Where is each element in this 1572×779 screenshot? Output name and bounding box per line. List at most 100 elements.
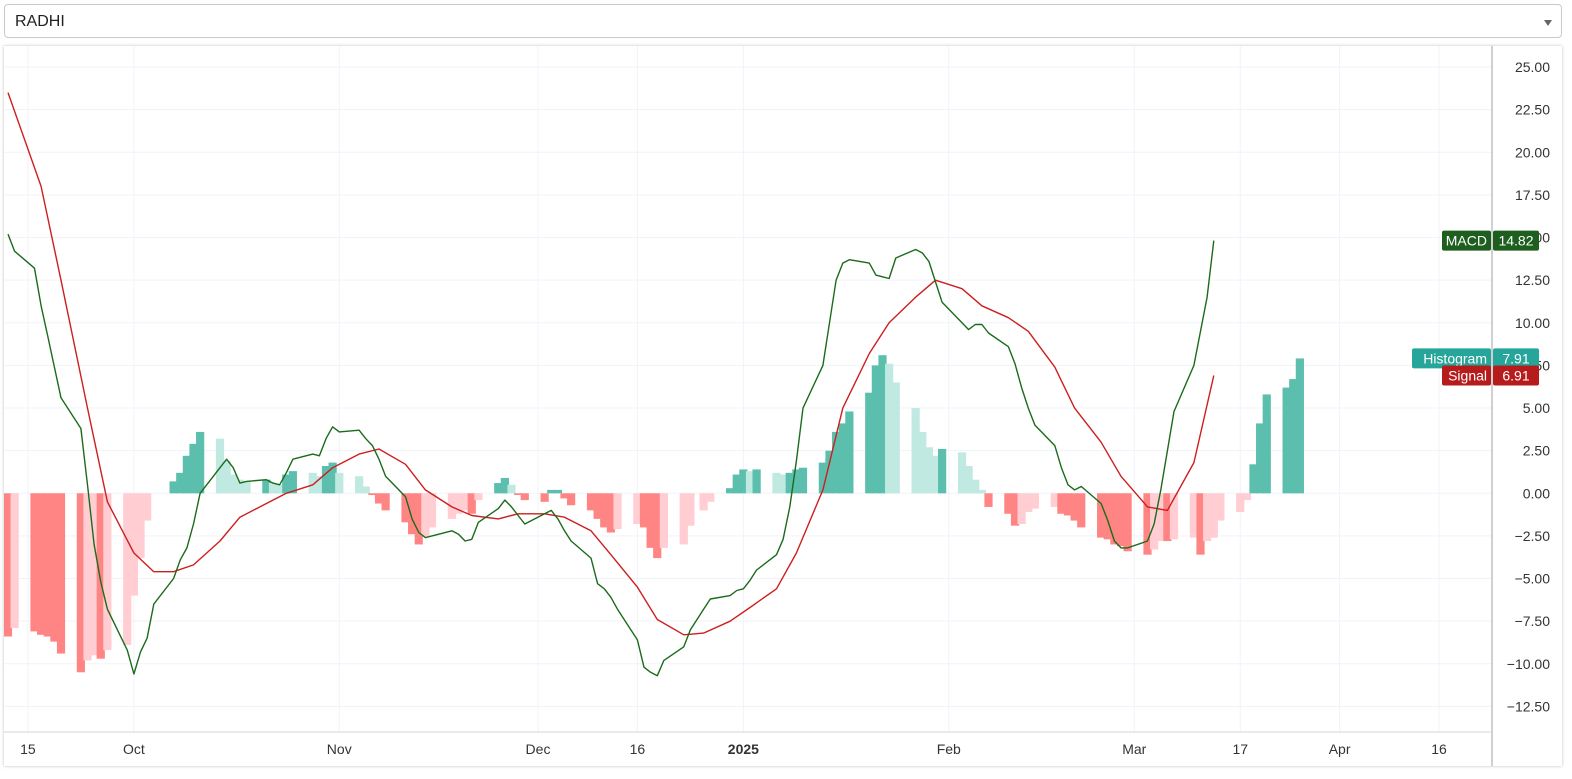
histogram-bar xyxy=(520,493,529,501)
histogram-bar xyxy=(1156,493,1165,542)
y-tick-label: −12.50 xyxy=(1507,698,1550,714)
y-tick-label: −7.50 xyxy=(1515,613,1551,629)
x-tick-label: Apr xyxy=(1329,741,1351,757)
histogram-bar xyxy=(911,408,920,494)
histogram-bar xyxy=(891,382,900,494)
histogram-bar xyxy=(315,476,324,494)
y-tick-label: 20.00 xyxy=(1515,144,1550,160)
histogram-bar xyxy=(633,493,642,524)
histogram-bar xyxy=(454,493,463,514)
grid xyxy=(4,46,1492,732)
histogram-bar xyxy=(752,469,761,494)
histogram-bar xyxy=(421,493,430,536)
y-tick-label: −2.50 xyxy=(1515,528,1551,544)
y-tick-label: 25.00 xyxy=(1515,59,1550,75)
histogram-bar xyxy=(931,455,940,494)
histogram-bar xyxy=(414,493,423,545)
histogram-bar xyxy=(871,365,880,494)
histogram-bar xyxy=(1050,493,1059,507)
histogram-bar xyxy=(885,363,894,494)
histogram-bar xyxy=(1216,493,1225,521)
histogram-bar xyxy=(461,493,470,511)
histogram-bar xyxy=(1189,493,1198,538)
histogram-bar xyxy=(268,483,278,494)
x-tick-label: 15 xyxy=(20,741,36,757)
histogram-bar xyxy=(56,493,66,654)
histogram-bar xyxy=(1070,493,1079,521)
histogram-bar xyxy=(971,479,980,494)
histogram-bar xyxy=(103,493,112,651)
histogram-bar xyxy=(1262,394,1271,494)
histogram-bar xyxy=(792,469,801,494)
symbol-select-value: RADHI xyxy=(15,13,65,30)
histogram-bar xyxy=(957,452,967,494)
histogram-bar xyxy=(593,493,602,519)
histogram-bar xyxy=(83,493,92,661)
histogram-bar xyxy=(474,493,483,501)
histogram-bar xyxy=(328,462,337,494)
histogram-bar xyxy=(1209,493,1218,538)
histogram-bar xyxy=(646,493,655,548)
histogram-bar xyxy=(818,462,827,494)
histogram-bar xyxy=(606,493,615,533)
histogram-bar xyxy=(222,460,231,494)
x-tick-label: Dec xyxy=(526,741,551,757)
histogram-bar xyxy=(924,447,933,494)
histogram-bar xyxy=(1030,493,1039,509)
macd-chart[interactable]: 25.0022.5020.0017.5015.0012.5010.007.505… xyxy=(4,46,1562,766)
histogram-bar xyxy=(984,493,993,507)
histogram-bar xyxy=(1203,493,1212,542)
histogram-bar xyxy=(653,493,662,559)
x-tick-label: Nov xyxy=(327,741,352,757)
price-tag-value: 14.82 xyxy=(1498,233,1533,249)
histogram-bar xyxy=(1123,493,1132,552)
histogram-bar xyxy=(706,493,715,502)
histogram-bar xyxy=(1103,493,1112,540)
histogram-bar xyxy=(143,493,152,521)
price-tag-label: MACD xyxy=(1446,233,1487,249)
histogram-bar xyxy=(467,493,476,514)
price-tag-value: 6.91 xyxy=(1502,367,1529,383)
y-tick-label: 10.00 xyxy=(1515,315,1550,331)
histogram-bar xyxy=(355,476,364,494)
symbol-select[interactable]: RADHI xyxy=(4,4,1562,38)
y-tick-label: 2.50 xyxy=(1523,443,1550,459)
histogram-bar xyxy=(1256,423,1265,494)
histogram-bar xyxy=(918,431,927,494)
histogram-bar xyxy=(408,493,417,535)
histogram-bar xyxy=(10,493,19,628)
histogram-bar xyxy=(500,477,509,494)
histogram-bar xyxy=(50,493,59,642)
histogram-bar xyxy=(215,438,225,494)
histogram-bar xyxy=(427,493,437,528)
histogram-bar xyxy=(600,493,609,528)
x-tick-label: 16 xyxy=(1431,741,1447,757)
histogram-bar xyxy=(129,493,138,596)
histogram-bar xyxy=(739,469,748,494)
histogram-bar xyxy=(308,472,317,494)
histogram-bar xyxy=(1196,493,1205,555)
histogram-bar xyxy=(745,471,755,494)
histogram-bar xyxy=(169,481,178,494)
x-tick-label: Mar xyxy=(1122,741,1146,757)
price-tag-label-bg xyxy=(1412,348,1491,369)
histogram-bar xyxy=(401,493,410,523)
histogram-bar xyxy=(540,493,549,502)
histogram-bar xyxy=(825,450,834,494)
histogram-bar xyxy=(275,484,284,494)
histogram-bar xyxy=(136,493,145,559)
histogram-bar xyxy=(242,481,251,494)
x-tick-label: Feb xyxy=(937,741,961,757)
histogram-bar xyxy=(1289,379,1298,494)
macd-line xyxy=(7,233,1215,677)
histogram-bar xyxy=(547,489,556,494)
chevron-down-icon[interactable] xyxy=(1544,20,1552,26)
histogram-bar xyxy=(494,483,503,494)
x-tick-label: 16 xyxy=(630,741,646,757)
histogram-bar xyxy=(229,474,238,494)
histogram-bar xyxy=(560,493,569,499)
histogram-bar xyxy=(374,493,384,504)
histogram-bar xyxy=(1242,493,1251,501)
histogram-bars xyxy=(4,355,1304,673)
macd-chart-panel[interactable]: 25.0022.5020.0017.5015.0012.5010.007.505… xyxy=(4,46,1562,766)
